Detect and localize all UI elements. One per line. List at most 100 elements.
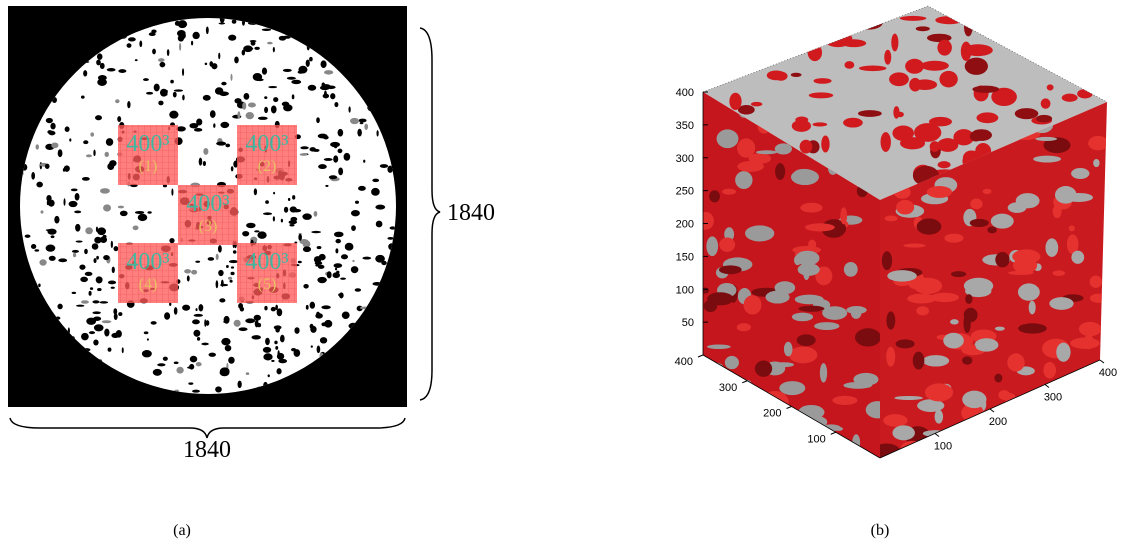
pore [215,280,219,289]
pore [338,167,344,176]
pore [341,311,350,319]
pore [291,208,302,213]
pore [283,206,289,213]
subvolume-grid [237,243,297,303]
blob [813,78,832,84]
blob [724,355,739,370]
blob [764,23,790,31]
blob [1036,114,1053,123]
blob [1015,193,1040,209]
blob [980,6,1000,12]
blob [1008,33,1017,46]
pore [164,93,168,96]
blob [920,60,949,71]
blob [843,117,863,128]
subvolume-grid [178,185,238,245]
blob [808,6,829,16]
pore [245,372,250,376]
pore [273,191,276,195]
blob [703,287,709,294]
pore [350,266,359,274]
pore [79,264,86,270]
pore [121,347,124,354]
blob [962,446,973,458]
blob [982,188,992,195]
pore [359,122,364,125]
z-tick-label: 100 [676,284,694,296]
pore [316,117,320,124]
pore [317,276,327,284]
pore [193,329,201,337]
blob [734,405,753,423]
blob [703,448,723,458]
pore [270,306,276,312]
pore [58,258,68,263]
blob [1089,411,1107,427]
pore [334,101,339,108]
blob [858,65,887,72]
pore [265,200,269,204]
blob [1043,361,1057,379]
pore [300,146,309,150]
pore [162,184,168,188]
pore [159,61,166,68]
pore [275,304,278,311]
blob [737,161,764,172]
blob [804,223,835,232]
blob [750,438,781,455]
pore [253,188,258,196]
left-tick [830,431,836,435]
blob [774,71,788,81]
blob [987,226,997,234]
blob [738,104,755,115]
pore [115,99,120,104]
blob [944,233,964,243]
z-tick-label: 50 [682,317,694,329]
left-tick-label: 400 [675,356,693,368]
pore [234,98,242,104]
pore [173,361,179,365]
pore [173,307,178,315]
right-tick [1044,384,1050,388]
pore [219,283,229,287]
pore [83,140,89,145]
pore [50,235,55,239]
blob [1007,6,1031,11]
blob [705,362,725,375]
pore [141,349,152,358]
blob [970,198,983,210]
blob [1077,50,1085,57]
pore [293,349,301,357]
blob [716,129,739,149]
blob [703,422,714,438]
pore [47,228,57,235]
pore [324,319,333,328]
pore [45,117,53,124]
pore [103,254,110,261]
pore [299,153,308,156]
pore [169,110,179,119]
z-tick-label: 250 [676,186,694,198]
pore [309,147,316,152]
blob [965,294,973,304]
pore [324,70,334,75]
subvolume-grid [118,243,178,303]
z-tick-label: 300 [676,153,694,165]
pore [242,230,250,237]
blob [822,306,848,320]
blob [1052,47,1079,56]
pore [92,300,100,304]
pore [288,220,298,225]
blob [756,150,778,155]
pore [113,246,119,252]
right-tick [934,433,940,437]
pore [237,111,241,119]
pore [233,319,241,327]
pore [272,46,275,53]
pore [237,380,242,389]
pore [268,85,278,89]
pore [231,19,237,24]
blob [964,57,988,75]
pore [251,335,261,340]
pore [375,204,386,210]
